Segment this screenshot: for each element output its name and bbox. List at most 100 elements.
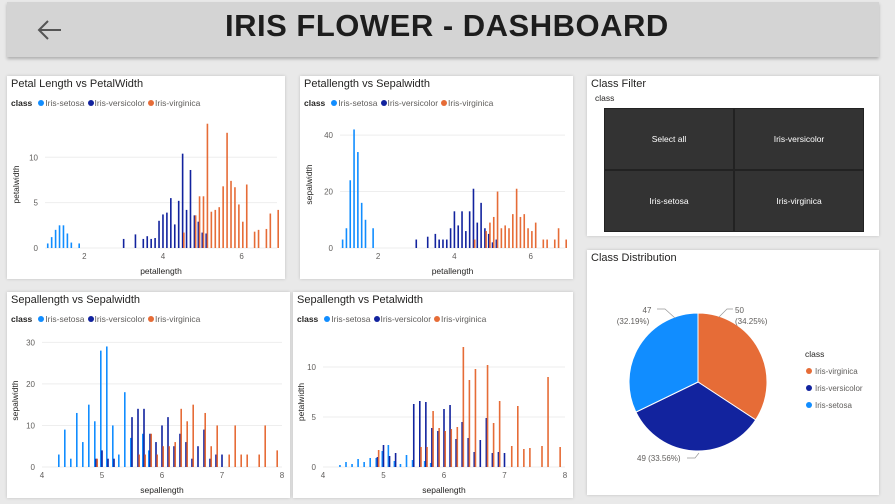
bar-iris-virginica[interactable] bbox=[462, 347, 465, 467]
bar-iris-versicolor[interactable] bbox=[472, 188, 475, 248]
bar-iris-versicolor[interactable] bbox=[455, 439, 457, 467]
bar-iris-versicolor[interactable] bbox=[485, 418, 488, 467]
bar-iris-setosa[interactable] bbox=[375, 458, 378, 467]
bar-iris-virginica[interactable] bbox=[150, 433, 152, 467]
bar-iris-versicolor[interactable] bbox=[203, 429, 205, 467]
legend-item-iris-versicolor[interactable]: Iris-versicolor bbox=[94, 98, 146, 108]
bar-iris-setosa[interactable] bbox=[82, 442, 84, 467]
bar-iris-versicolor[interactable] bbox=[193, 215, 196, 248]
bar-iris-versicolor[interactable] bbox=[161, 425, 163, 467]
bar-iris-setosa[interactable] bbox=[339, 465, 341, 467]
bar-iris-versicolor[interactable] bbox=[205, 233, 208, 248]
bar-iris-versicolor[interactable] bbox=[185, 209, 188, 248]
bar-iris-setosa[interactable] bbox=[118, 454, 120, 467]
bar-iris-versicolor[interactable] bbox=[185, 442, 187, 467]
bar-iris-virginica[interactable] bbox=[234, 425, 236, 467]
bar-iris-virginica[interactable] bbox=[246, 454, 248, 467]
bar-iris-virginica[interactable] bbox=[204, 412, 206, 467]
bar-iris-virginica[interactable] bbox=[519, 216, 522, 248]
bar-iris-versicolor[interactable] bbox=[503, 453, 506, 467]
bar-iris-setosa[interactable] bbox=[429, 463, 432, 467]
bar-iris-versicolor[interactable] bbox=[476, 222, 479, 248]
bar-iris-versicolor[interactable] bbox=[491, 242, 494, 248]
bar-iris-versicolor[interactable] bbox=[179, 433, 181, 467]
bar-iris-virginica[interactable] bbox=[541, 446, 543, 467]
bar-iris-setosa[interactable] bbox=[353, 129, 355, 248]
bar-iris-virginica[interactable] bbox=[529, 448, 531, 467]
bar-iris-virginica[interactable] bbox=[242, 221, 244, 248]
bar-iris-virginica[interactable] bbox=[240, 454, 242, 467]
bar-iris-setosa[interactable] bbox=[345, 228, 348, 248]
bar-iris-setosa[interactable] bbox=[58, 454, 60, 467]
legend-item-iris-virginica[interactable]: Iris-virginica bbox=[155, 314, 201, 324]
chart-petal-length-vs-petal-width[interactable]: Petal Length vs PetalWidth class Iris-seto… bbox=[7, 76, 285, 279]
bar-iris-setosa[interactable] bbox=[130, 437, 132, 467]
bar-iris-virginica[interactable] bbox=[432, 411, 434, 467]
bar-iris-setosa[interactable] bbox=[106, 346, 108, 467]
bar-iris-setosa[interactable] bbox=[66, 233, 69, 248]
bar-iris-virginica[interactable] bbox=[542, 239, 545, 248]
bar-iris-virginica[interactable] bbox=[559, 447, 561, 467]
bar-iris-virginica[interactable] bbox=[565, 239, 567, 248]
bar-iris-versicolor[interactable] bbox=[394, 453, 397, 467]
bar-iris-versicolor[interactable] bbox=[468, 211, 471, 248]
bar-iris-virginica[interactable] bbox=[245, 184, 248, 249]
bar-iris-virginica[interactable] bbox=[226, 132, 228, 248]
bar-iris-virginica[interactable] bbox=[202, 196, 205, 248]
bar-iris-setosa[interactable] bbox=[64, 429, 66, 467]
bar-iris-versicolor[interactable] bbox=[419, 401, 421, 467]
bar-iris-virginica[interactable] bbox=[426, 447, 428, 467]
bar-iris-virginica[interactable] bbox=[450, 429, 453, 467]
bar-iris-virginica[interactable] bbox=[214, 209, 217, 248]
bar-iris-virginica[interactable] bbox=[257, 229, 260, 248]
bar-iris-virginica[interactable] bbox=[517, 406, 519, 467]
bar-iris-versicolor[interactable] bbox=[431, 428, 433, 467]
bar-iris-virginica[interactable] bbox=[523, 214, 526, 248]
bar-iris-versicolor[interactable] bbox=[189, 169, 192, 248]
bar-iris-versicolor[interactable] bbox=[170, 198, 172, 248]
bar-iris-versicolor[interactable] bbox=[122, 238, 125, 248]
bar-iris-virginica[interactable] bbox=[489, 222, 491, 248]
chart-class-distribution[interactable]: Class Distribution 50 (34.25%) 47 (32.19%) 49… bbox=[587, 250, 879, 495]
bar-iris-versicolor[interactable] bbox=[388, 456, 391, 467]
bar-iris-virginica[interactable] bbox=[210, 211, 213, 248]
pie-legend-item-iris-setosa[interactable]: Iris-setosa bbox=[815, 401, 852, 410]
bar-iris-virginica[interactable] bbox=[512, 214, 514, 248]
bar-iris-virginica[interactable] bbox=[138, 454, 140, 467]
bar-iris-setosa[interactable] bbox=[112, 425, 114, 467]
pie-slice-iris-setosa[interactable] bbox=[628, 312, 699, 413]
legend-item-iris-setosa[interactable]: Iris-setosa bbox=[331, 314, 371, 324]
bar-iris-virginica[interactable] bbox=[183, 232, 185, 248]
bar-iris-virginica[interactable] bbox=[547, 377, 549, 467]
bar-iris-versicolor[interactable] bbox=[438, 239, 440, 248]
bar-iris-versicolor[interactable] bbox=[134, 234, 137, 248]
bar-iris-virginica[interactable] bbox=[198, 196, 201, 248]
bar-iris-versicolor[interactable] bbox=[425, 402, 427, 467]
bar-iris-versicolor[interactable] bbox=[215, 454, 217, 467]
bar-iris-virginica[interactable] bbox=[444, 431, 446, 467]
bar-iris-versicolor[interactable] bbox=[146, 236, 149, 248]
bar-iris-virginica[interactable] bbox=[500, 228, 503, 248]
bar-iris-setosa[interactable] bbox=[78, 243, 80, 248]
bar-iris-versicolor[interactable] bbox=[467, 438, 469, 467]
bar-iris-setosa[interactable] bbox=[46, 243, 49, 248]
bar-iris-virginica[interactable] bbox=[222, 186, 224, 248]
bar-iris-setosa[interactable] bbox=[50, 237, 53, 248]
bar-iris-virginica[interactable] bbox=[534, 222, 537, 248]
bar-iris-virginica[interactable] bbox=[496, 191, 499, 248]
bar-iris-virginica[interactable] bbox=[216, 425, 218, 467]
bar-iris-versicolor[interactable] bbox=[162, 214, 164, 248]
bar-iris-virginica[interactable] bbox=[238, 204, 240, 248]
bar-iris-virginica[interactable] bbox=[218, 207, 221, 248]
bar-iris-virginica[interactable] bbox=[228, 454, 230, 467]
filter-select-all-button[interactable]: Select all bbox=[604, 108, 734, 170]
filter-iris-virginica-button[interactable]: Iris-virginica bbox=[734, 170, 864, 232]
bar-iris-virginica[interactable] bbox=[264, 425, 266, 467]
bar-iris-virginica[interactable] bbox=[174, 442, 176, 467]
bar-iris-virginica[interactable] bbox=[553, 239, 556, 248]
bar-iris-virginica[interactable] bbox=[265, 228, 268, 248]
bar-iris-versicolor[interactable] bbox=[437, 431, 439, 467]
bar-iris-versicolor[interactable] bbox=[434, 233, 437, 248]
bar-iris-virginica[interactable] bbox=[474, 369, 477, 467]
bar-iris-setosa[interactable] bbox=[70, 458, 72, 467]
